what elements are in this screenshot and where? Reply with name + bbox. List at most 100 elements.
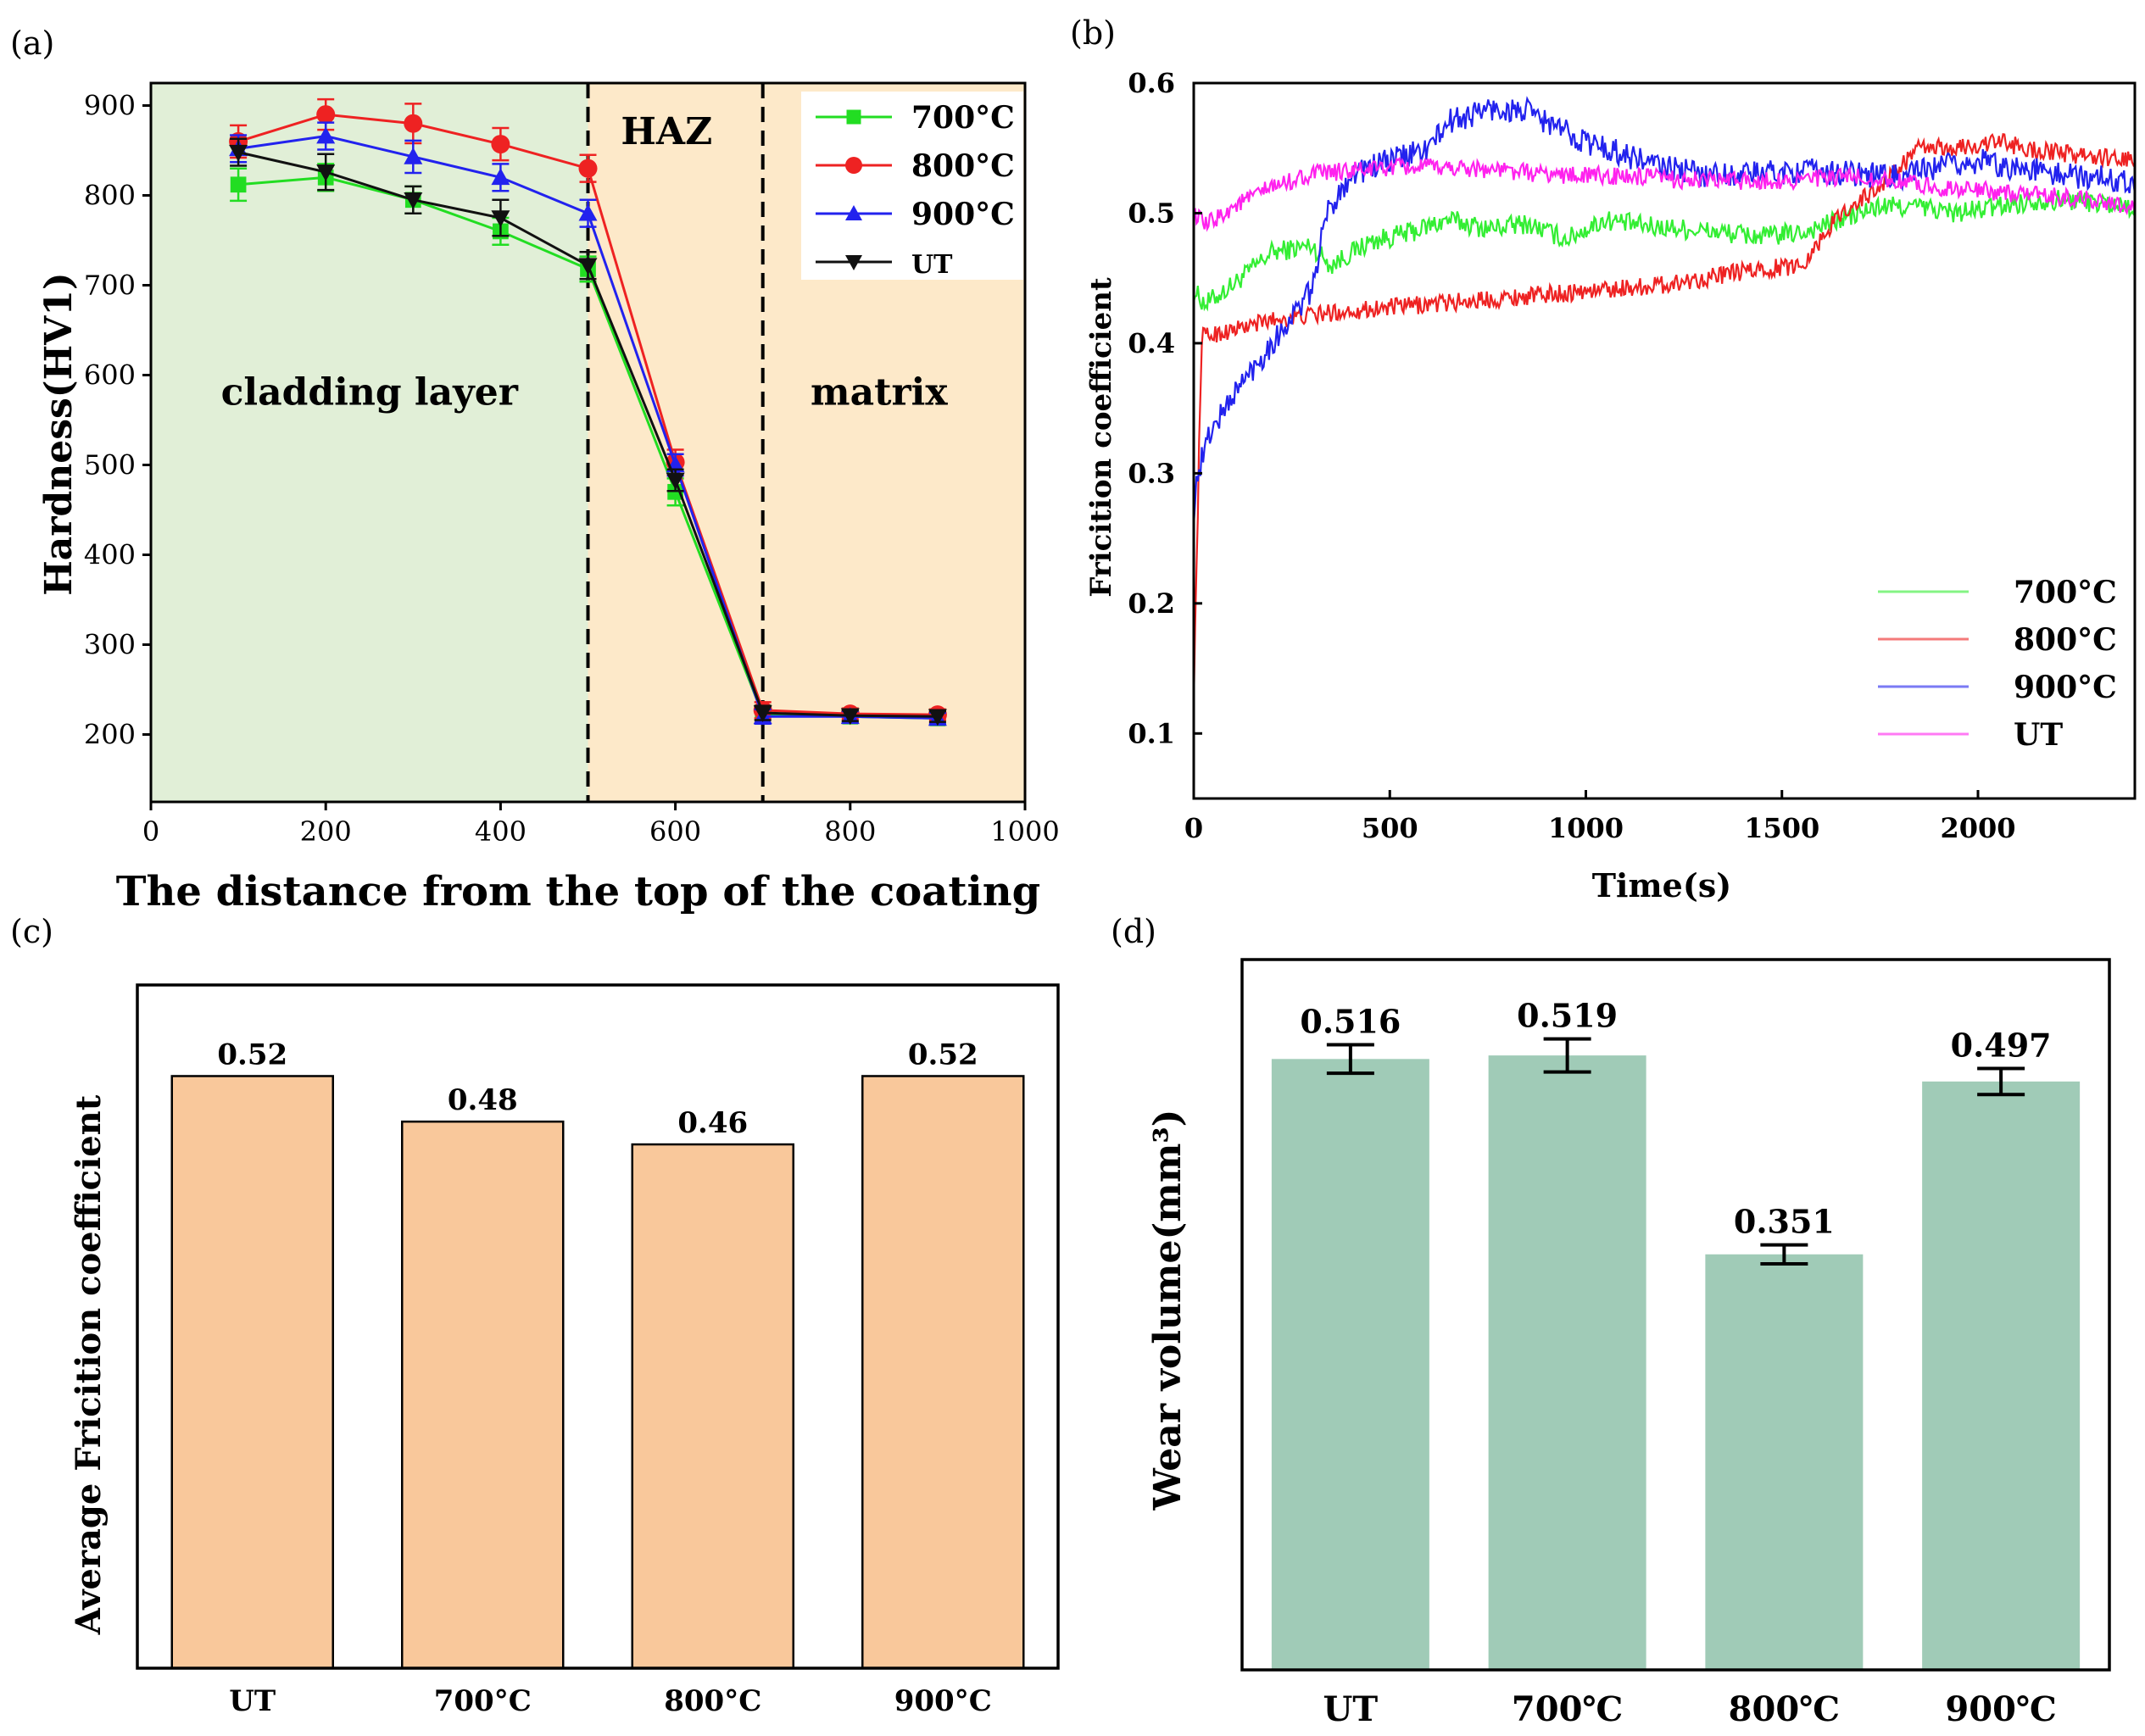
marker-triangle-down bbox=[316, 164, 336, 181]
x-tick-label: 900°C bbox=[894, 1684, 992, 1718]
y-tick-label: 0.2 bbox=[1128, 587, 1175, 620]
panel-c: (c) 0.52 UT 0.48 700°C 0.46 800°C 0.52 900°C Aver… bbox=[10, 913, 1060, 1718]
x-tick-label: 500 bbox=[1362, 812, 1418, 844]
panel-label-d: (d) bbox=[1111, 913, 1156, 950]
region-label-cladding: cladding layer bbox=[221, 370, 519, 414]
legend-label: 900°C bbox=[2014, 670, 2117, 705]
bar-value-label: 0.351 bbox=[1734, 1203, 1835, 1241]
x-tick-label: 400 bbox=[475, 815, 526, 848]
bar bbox=[1271, 1059, 1429, 1670]
y-tick-label: 0.6 bbox=[1128, 67, 1175, 99]
bar bbox=[170, 1075, 334, 1670]
legend-label: 800°C bbox=[2014, 622, 2117, 658]
marker-triangle-down bbox=[578, 258, 598, 275]
plot-frame-d bbox=[1240, 958, 2111, 1672]
bar bbox=[1922, 1081, 2081, 1670]
marker-square bbox=[846, 109, 861, 125]
region-label-matrix: matrix bbox=[811, 370, 948, 414]
panel-label-a: (a) bbox=[10, 25, 54, 62]
x-tick-label: 600 bbox=[649, 815, 701, 848]
x-tick-label: UT bbox=[229, 1684, 276, 1718]
x-axis-title-a: The distance from the top of the coating bbox=[116, 868, 1040, 915]
marker-triangle-down bbox=[840, 708, 860, 726]
y-tick-label: 600 bbox=[84, 359, 136, 392]
series-line-800°C bbox=[1194, 132, 2135, 704]
bar-value-label: 0.497 bbox=[1951, 1026, 2052, 1064]
bar bbox=[861, 1075, 1025, 1670]
marker-triangle-up bbox=[491, 168, 510, 186]
x-tick-label: 0 bbox=[142, 815, 159, 848]
panel-label-b: (b) bbox=[1070, 14, 1116, 52]
region-label-haz: HAZ bbox=[621, 110, 712, 153]
bar bbox=[1705, 1254, 1864, 1670]
y-axis-title-c: Average Fricition coefficient bbox=[69, 1094, 109, 1635]
marker-circle bbox=[316, 105, 336, 125]
bar-value-label: 0.52 bbox=[908, 1038, 978, 1071]
bar-value-label: 0.519 bbox=[1517, 997, 1618, 1035]
marker-triangle-down bbox=[491, 210, 510, 227]
legend-label: 900°C bbox=[911, 197, 1015, 232]
series-UT bbox=[229, 137, 947, 726]
marker-triangle-up bbox=[316, 126, 336, 144]
marker-triangle-down bbox=[845, 255, 862, 270]
y-axis-title-a: Hardness(HV1) bbox=[37, 272, 81, 596]
x-tick-label: 800°C bbox=[664, 1684, 761, 1718]
marker-circle bbox=[845, 157, 862, 174]
legend-label: UT bbox=[2014, 717, 2063, 753]
y-tick-label: 900 bbox=[84, 90, 136, 122]
y-tick-label: 700 bbox=[84, 270, 136, 302]
legend-b: 700°C 800°C 900°C UT bbox=[1878, 575, 2117, 753]
legend-label: 800°C bbox=[911, 148, 1015, 184]
marker-triangle-down bbox=[928, 709, 947, 726]
legend-a: 700°C 800°C 900°C UT bbox=[801, 92, 1023, 280]
bar-value-label: 0.46 bbox=[677, 1106, 748, 1140]
legend-label: UT bbox=[911, 250, 953, 280]
x-tick-label: 700℃ bbox=[1512, 1689, 1623, 1729]
marker-triangle-up bbox=[845, 205, 862, 220]
panel-d: (d) 0.516 UT 0.519 700℃ 0.351 800℃ 0.497 900℃ Wea… bbox=[1111, 913, 2111, 1729]
y-tick-label: 200 bbox=[84, 719, 136, 751]
bar bbox=[631, 1143, 794, 1670]
y-tick-label: 0.4 bbox=[1128, 327, 1175, 359]
panel-label-c: (c) bbox=[10, 913, 53, 950]
marker-triangle-up bbox=[578, 203, 598, 221]
bar-value-label: 0.52 bbox=[217, 1038, 287, 1071]
series-line-700°C bbox=[1194, 190, 2135, 312]
y-tick-label: 0.5 bbox=[1128, 197, 1175, 229]
plot-frame-a bbox=[149, 81, 1027, 804]
x-axis-title-b: Time(s) bbox=[1592, 866, 1731, 904]
x-tick-label: 800℃ bbox=[1729, 1689, 1840, 1729]
y-tick-label: 500 bbox=[84, 449, 136, 481]
x-tick-label: 1000 bbox=[990, 815, 1059, 848]
x-tick-label: 800 bbox=[824, 815, 876, 848]
plot-frame-b bbox=[1192, 81, 2137, 800]
marker-triangle-down bbox=[666, 472, 685, 490]
x-tick-label: 1000 bbox=[1548, 812, 1624, 844]
marker-triangle-down bbox=[229, 144, 248, 162]
x-tick-label: 0 bbox=[1184, 812, 1203, 844]
y-tick-label: 300 bbox=[84, 629, 136, 661]
x-tick-label: 200 bbox=[300, 815, 352, 848]
bar-value-label: 0.48 bbox=[448, 1083, 518, 1117]
legend-label: 700°C bbox=[911, 100, 1015, 136]
panel-a: (a) cladding layer HAZ matrix 700°C 800°C 900°… bbox=[10, 25, 1060, 915]
y-tick-label: 400 bbox=[84, 539, 136, 571]
y-axis-title-d: Wear volume(mm³) bbox=[1146, 1109, 1190, 1511]
marker-square bbox=[230, 176, 247, 193]
plot-frame-c bbox=[136, 983, 1060, 1670]
marker-triangle-up bbox=[404, 147, 423, 164]
legend-label: 700°C bbox=[2014, 575, 2117, 610]
marker-triangle-down bbox=[404, 192, 423, 209]
y-tick-label: 800 bbox=[84, 180, 136, 212]
x-tick-label: 900℃ bbox=[1945, 1689, 2056, 1729]
bar bbox=[1488, 1055, 1646, 1670]
region-bg bbox=[588, 83, 763, 802]
marker-circle bbox=[491, 135, 510, 154]
x-tick-label: 2000 bbox=[1940, 812, 2015, 844]
region-bg bbox=[151, 83, 588, 802]
y-axis-title-b: Fricition coefficient bbox=[1084, 277, 1118, 598]
bar-value-label: 0.516 bbox=[1300, 1003, 1401, 1041]
marker-circle bbox=[404, 114, 423, 133]
bar bbox=[401, 1120, 565, 1670]
